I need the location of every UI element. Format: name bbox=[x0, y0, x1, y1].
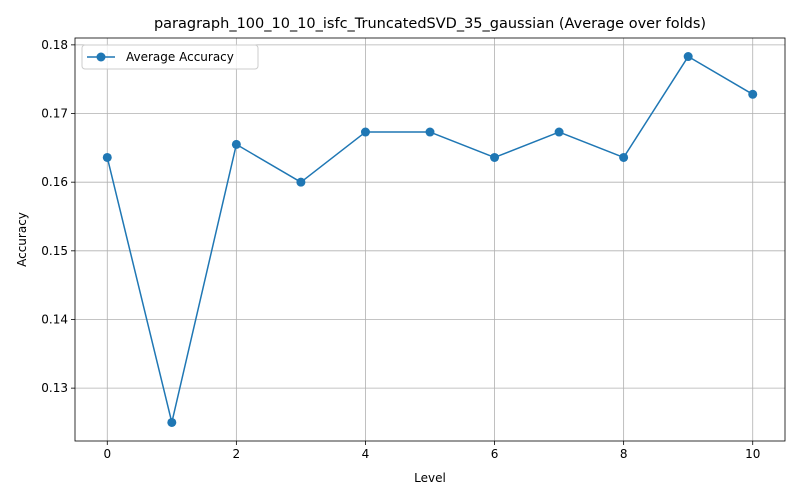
data-point bbox=[231, 139, 241, 149]
data-point bbox=[425, 127, 435, 137]
series-layer bbox=[102, 52, 758, 427]
y-tick-label: 0.16 bbox=[41, 175, 68, 189]
data-point bbox=[296, 177, 306, 187]
data-point bbox=[102, 152, 112, 162]
legend: Average Accuracy bbox=[81, 44, 259, 70]
plot-frame bbox=[74, 37, 786, 442]
y-axis-ticks: 0.13 0.14 0.15 0.16 0.17 0.18 bbox=[41, 38, 75, 395]
x-tick-label: 10 bbox=[745, 447, 760, 461]
y-tick-label: 0.13 bbox=[41, 381, 68, 395]
x-tick-label: 8 bbox=[620, 447, 628, 461]
data-point bbox=[748, 89, 758, 99]
chart-title: paragraph_100_10_10_isfc_TruncatedSVD_35… bbox=[154, 16, 706, 32]
legend-box bbox=[81, 44, 259, 70]
legend-marker-swatch bbox=[96, 52, 106, 62]
x-tick-label: 2 bbox=[233, 447, 241, 461]
y-tick-label: 0.15 bbox=[41, 244, 68, 258]
legend-entry-average-accuracy: Average Accuracy bbox=[126, 50, 234, 64]
x-tick-label: 4 bbox=[362, 447, 370, 461]
x-tick-label: 0 bbox=[103, 447, 111, 461]
x-axis-ticks: 0 2 4 6 8 10 bbox=[103, 441, 760, 461]
y-tick-label: 0.14 bbox=[41, 312, 68, 326]
data-point bbox=[490, 152, 500, 162]
x-axis-label: Level bbox=[414, 471, 446, 485]
data-point bbox=[619, 152, 629, 162]
x-tick-label: 6 bbox=[491, 447, 499, 461]
data-point bbox=[683, 52, 693, 62]
y-tick-label: 0.18 bbox=[41, 38, 68, 52]
plot-area bbox=[75, 38, 785, 441]
y-axis-label: Accuracy bbox=[15, 212, 29, 267]
grid bbox=[75, 38, 785, 441]
y-tick-label: 0.17 bbox=[41, 107, 68, 121]
data-point bbox=[167, 417, 177, 427]
data-point bbox=[360, 127, 370, 137]
data-point bbox=[554, 127, 564, 137]
